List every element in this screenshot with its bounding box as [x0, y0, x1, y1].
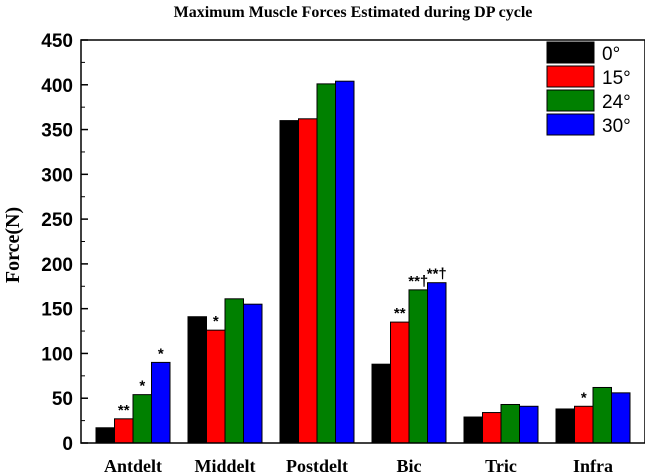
x-tick-label: Infra [573, 456, 613, 476]
y-axis-label: Force(N) [2, 207, 24, 283]
bar-postdelt-1 [298, 118, 318, 444]
x-tick-label: Tric [485, 456, 517, 476]
significance-marker: * [581, 389, 587, 406]
y-tick-label: 100 [41, 344, 73, 365]
legend-label: 30° [602, 116, 631, 137]
legend-swatch [546, 89, 595, 112]
bar-tric-2 [500, 403, 520, 444]
y-tick-label: 300 [41, 165, 73, 186]
bar-infra-1 [574, 405, 594, 444]
bar-antdelt-0 [95, 427, 115, 444]
y-tick-label: 200 [41, 255, 73, 276]
bar-antdelt-1 [114, 418, 134, 444]
y-tick-label: 250 [41, 210, 73, 231]
legend-label: 24° [602, 92, 631, 113]
significance-marker: **† [427, 266, 447, 283]
legend-label: 15° [602, 68, 631, 89]
significance-marker: ** [118, 402, 130, 419]
bar-antdelt-2 [132, 394, 152, 444]
bar-tric-1 [482, 412, 502, 444]
x-tick-label: Postdelt [286, 456, 348, 476]
significance-marker: * [139, 378, 145, 395]
significance-marker: * [213, 313, 219, 330]
x-axis: Antdelt Middelt Postdelt Bic Tric Infra [104, 456, 613, 476]
y-tick-label: 450 [41, 31, 73, 52]
bar-infra-3 [611, 392, 631, 444]
legend-swatch [546, 41, 595, 64]
bar-bic-1 [390, 321, 410, 444]
bar-bic-0 [371, 363, 391, 444]
bar-middelt-0 [187, 316, 207, 444]
bar-middelt-3 [243, 303, 263, 444]
bar-postdelt-2 [316, 83, 336, 444]
significance-marker: **† [408, 273, 428, 290]
y-tick-label: 350 [41, 121, 73, 142]
bar-middelt-1 [206, 329, 226, 444]
y-tick-label: 50 [52, 389, 73, 410]
bar-postdelt-0 [279, 120, 299, 444]
legend-swatch [546, 65, 595, 88]
bar-tric-0 [463, 416, 483, 444]
significance-marker: * [158, 345, 164, 362]
chart-title: Maximum Muscle Forces Estimated during D… [174, 4, 533, 21]
y-tick-label: 0 [62, 434, 73, 455]
bar-infra-2 [592, 386, 612, 444]
plot-frame [80, 39, 645, 444]
bar-bic-3 [427, 282, 447, 444]
legend-swatch [546, 113, 595, 136]
bar-postdelt-3 [335, 80, 355, 444]
legend: 0° 15° 24° 30° [546, 41, 631, 137]
y-tick-label: 400 [41, 76, 73, 97]
bar-middelt-2 [224, 298, 244, 444]
bar-antdelt-3 [151, 361, 171, 444]
y-tick-label: 150 [41, 300, 73, 321]
significance-annotations: ***** ****†**†* [118, 266, 587, 419]
bar-tric-3 [519, 405, 539, 444]
bar-bic-2 [408, 289, 428, 444]
significance-marker: ** [394, 305, 406, 322]
bar-infra-0 [555, 408, 575, 444]
bars-group [95, 80, 631, 444]
x-tick-label: Bic [397, 456, 422, 476]
x-tick-label: Antdelt [104, 456, 162, 476]
legend-label: 0° [602, 44, 620, 65]
y-axis: 0 50 100 150 200 250 300 350 400 450 [41, 31, 88, 455]
x-tick-label: Middelt [195, 456, 256, 476]
